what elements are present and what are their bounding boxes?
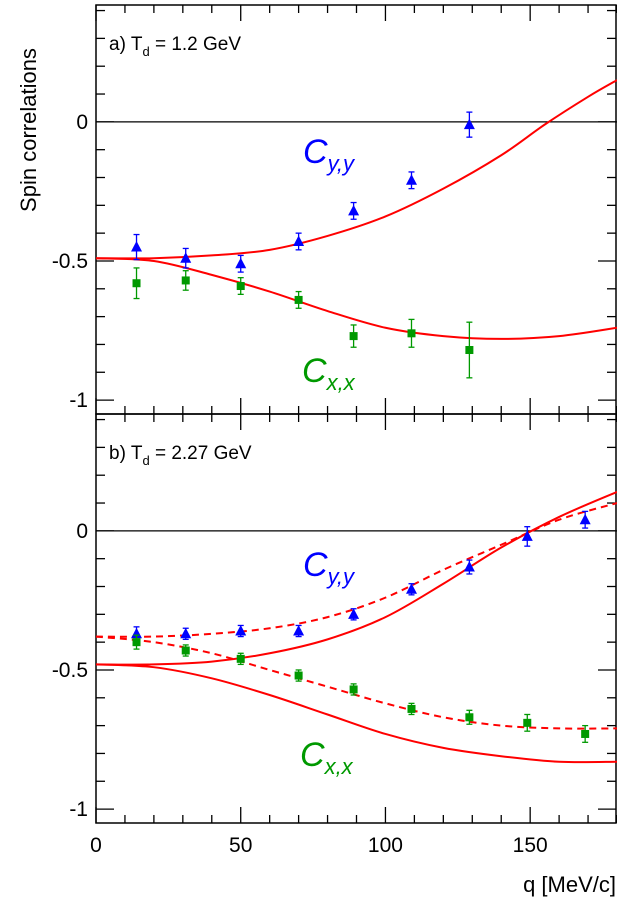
data-point-square [132, 279, 141, 288]
x-tick-label: 0 [90, 834, 102, 857]
data-point-triangle [293, 235, 305, 246]
data-point-square [349, 685, 358, 694]
series-label-cyy: Cy,y [303, 133, 356, 176]
y-axis-title: Spin correlations [16, 48, 41, 212]
y-tick-label: -1 [69, 798, 88, 821]
y-tick-label: -0.5 [52, 250, 88, 273]
x-axis-title: q [MeV/c] [523, 872, 616, 897]
data-point-square [407, 704, 416, 713]
series-label-cxx: Cx,x [300, 736, 354, 779]
x-tick-label: 150 [513, 834, 548, 857]
x-tick-label: 50 [229, 834, 252, 857]
data-point-square [523, 718, 532, 727]
series-label-cyy: Cy,y [303, 546, 356, 589]
data-point-triangle [463, 118, 475, 130]
data-point-triangle [180, 627, 192, 639]
theory-curve-solid [95, 257, 617, 340]
panel-label: a) Td = 1.2 GeV [109, 34, 241, 59]
data-point-triangle [463, 561, 475, 572]
series-label-cxx: Cx,x [302, 352, 356, 395]
data-point-triangle [405, 174, 417, 185]
data-point-square [236, 654, 245, 663]
panel-label: b) Td = 2.27 GeV [109, 443, 252, 468]
data-point-square [181, 646, 190, 655]
y-tick-label: 0 [76, 111, 88, 134]
data-point-square [181, 276, 190, 285]
y-tick-label: 0 [76, 520, 88, 543]
data-point-square [294, 295, 303, 304]
data-point-triangle [131, 241, 143, 252]
panel-b: -1 -0.5 0 0 50 100 150 b) Td = 2.27 GeV Cy,y Cx,x [52, 413, 617, 857]
data-point-square [465, 346, 474, 355]
data-point-square [132, 638, 141, 647]
theory-curve-solid [95, 79, 617, 260]
data-point-triangle [180, 252, 192, 263]
data-point-triangle [348, 608, 360, 619]
data-point-triangle [579, 513, 591, 525]
x-tick-label: 100 [368, 834, 403, 857]
data-point-triangle [521, 530, 533, 541]
data-point-triangle [235, 625, 247, 636]
data-point-triangle [405, 583, 417, 594]
data-point-triangle [348, 204, 360, 216]
y-tick-label: -1 [69, 389, 88, 412]
y-tick-label: -0.5 [52, 659, 88, 682]
theory-curve-solid [95, 663, 617, 764]
data-point-square [294, 671, 303, 680]
theory-curve-solid [95, 490, 617, 666]
data-point-square [349, 332, 358, 341]
data-point-square [465, 713, 474, 722]
data-point-square [407, 329, 416, 338]
data-point-triangle [235, 257, 247, 269]
data-point-square [236, 282, 245, 291]
theory-curve-dashed [95, 635, 617, 730]
data-point-square [581, 729, 590, 738]
panel-a: -1 -0.5 0 a) Td = 1.2 GeV Cy,y Cx,x [52, 4, 617, 415]
data-point-triangle [293, 625, 305, 636]
